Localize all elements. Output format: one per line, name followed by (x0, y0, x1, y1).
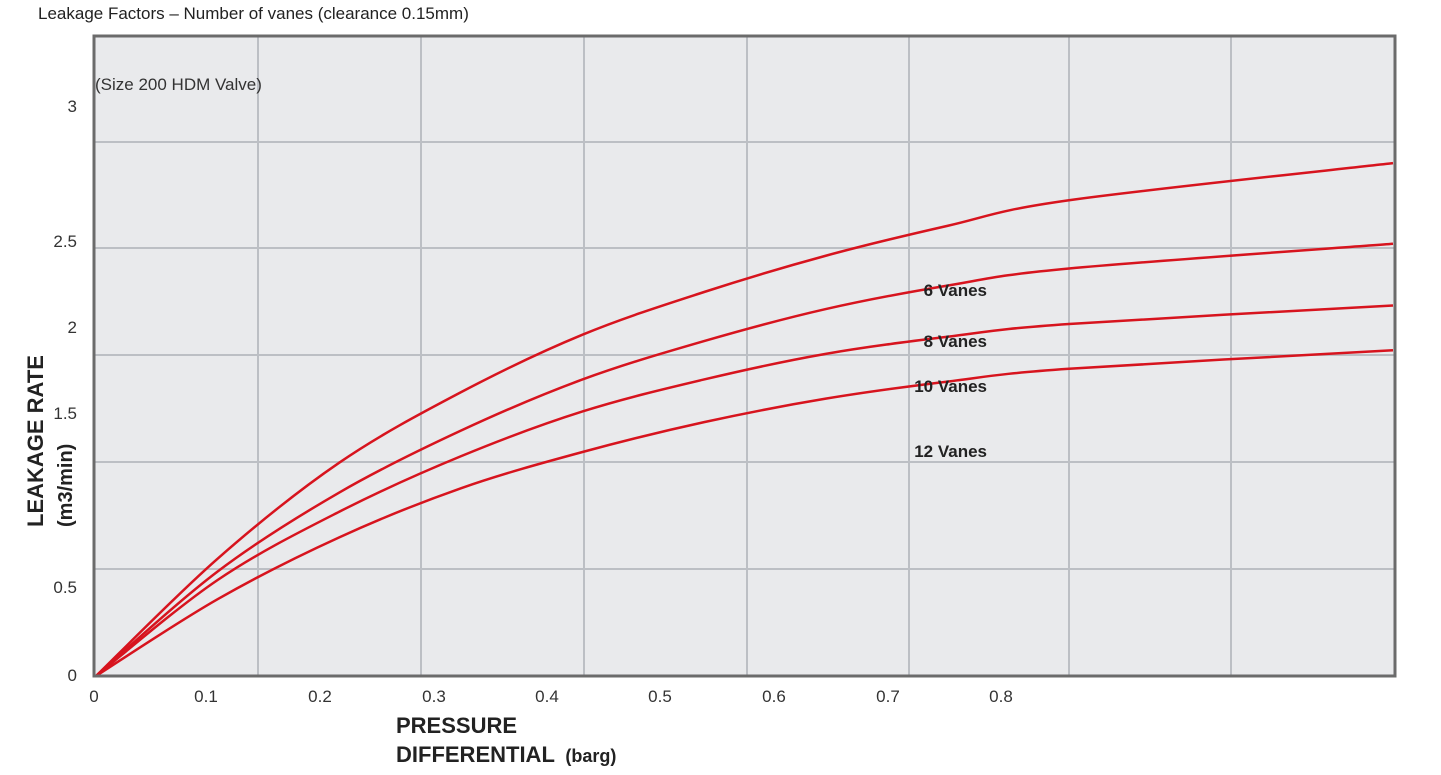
x-tick-labels: 0 0.1 0.2 0.3 0.4 0.5 0.6 0.7 0.8 (89, 687, 1013, 706)
series-label: 8 Vanes (924, 332, 987, 351)
series-label: 12 Vanes (914, 442, 987, 461)
series-label: 6 Vanes (924, 281, 987, 300)
x-tick-label: 0.3 (422, 687, 446, 706)
series-line-10-vanes (95, 304, 1394, 677)
y-tick-label: 2 (68, 318, 77, 337)
y-tick-label: 0.5 (53, 578, 77, 597)
y-tick-label: 2.5 (53, 232, 77, 251)
curve-labels: 6 Vanes 8 Vanes 10 Vanes 12 Vanes (914, 281, 987, 461)
x-tick-label: 0.5 (648, 687, 672, 706)
x-axis-label-second: DIFFERENTIAL (barg) (396, 742, 616, 767)
x-tick-label: 0.1 (194, 687, 218, 706)
grid (94, 36, 1395, 676)
x-axis-unit: (barg) (565, 746, 616, 766)
series-line-12-vanes (95, 348, 1394, 678)
x-tick-label: 0.2 (308, 687, 332, 706)
chart-title: Leakage Factors – Number of vanes (clear… (38, 4, 469, 23)
y-axis-unit: (m3/min) (55, 444, 77, 527)
x-axis-label: PRESSURE (396, 713, 517, 738)
series-line-8-vanes (95, 242, 1394, 677)
y-tick-labels: 0 0.5 1.5 2 2.5 3 (53, 97, 77, 685)
series-line-6-vanes (95, 161, 1394, 677)
x-axis-label-second-main: DIFFERENTIAL (396, 742, 555, 767)
x-tick-label: 0.7 (876, 687, 900, 706)
plot-frame (92, 34, 1397, 678)
series-label: 10 Vanes (914, 377, 987, 396)
x-tick-label: 0.8 (989, 687, 1013, 706)
y-tick-label: 1.5 (53, 404, 77, 423)
x-tick-label: 0.4 (535, 687, 559, 706)
y-axis-label: LEAKAGE RATE (23, 355, 48, 527)
x-tick-label: 0 (89, 687, 98, 706)
curves (95, 161, 1394, 678)
x-tick-label: 0.6 (762, 687, 786, 706)
y-tick-label: 3 (68, 97, 77, 116)
valve-size-annotation: (Size 200 HDM Valve) (95, 75, 262, 94)
y-tick-label: 0 (68, 666, 77, 685)
